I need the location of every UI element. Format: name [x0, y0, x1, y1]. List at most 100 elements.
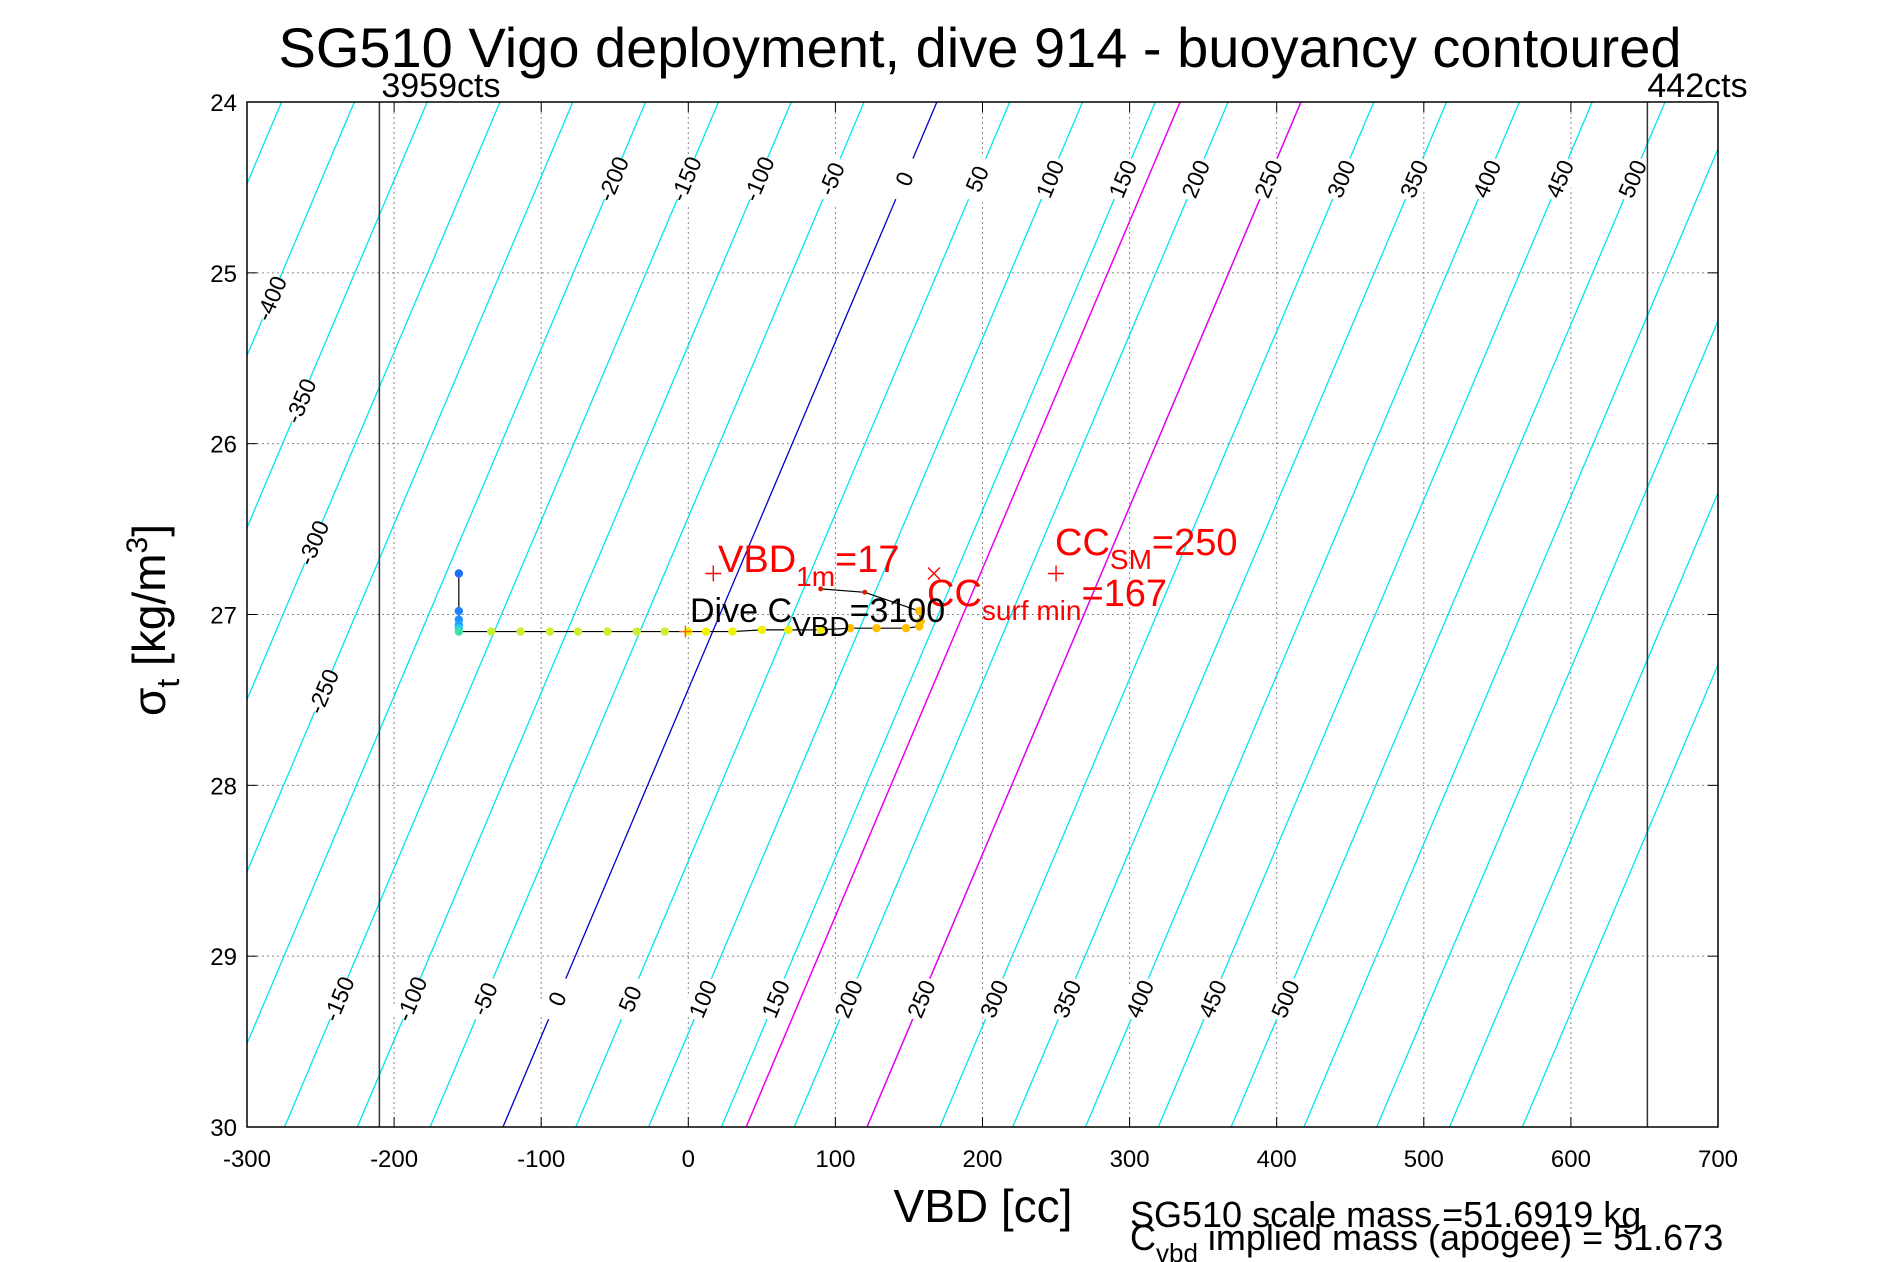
y-tick-label: 26 [210, 432, 237, 459]
x-tick-label: 500 [1404, 1146, 1444, 1173]
vbd-1m-main: VBD [718, 539, 796, 581]
contour-label-bg [535, 973, 579, 1025]
vbd-1m-value: =17 [835, 539, 899, 581]
contour-line [939, 102, 1375, 1127]
y-axis-label-main: σ [123, 688, 175, 716]
contour-label-bg [810, 153, 854, 205]
dive-profile-point [784, 625, 793, 635]
cc-sm-label: CCSM=250 [1055, 522, 1237, 575]
cc-sm-sub: SM [1110, 544, 1152, 575]
contour-line [247, 102, 501, 702]
dive-profile-point [660, 627, 669, 636]
contour-line [1084, 102, 1521, 1127]
dive-profile-point [916, 617, 925, 626]
x-tick-label: -200 [370, 1146, 418, 1173]
x-axis-ticks: -300 -200 -100 0 100 200 300 400 500 600 700 [223, 102, 1738, 1173]
contour-line [1012, 102, 1448, 1127]
dive-profile-point [454, 569, 464, 578]
implied-mass-note: Cvbd implied mass (apogee) = 51.673 [1130, 1217, 1723, 1262]
contour-line [247, 102, 647, 1046]
implied-mass-rest: implied mass (apogee) = 51.673 [1198, 1217, 1723, 1258]
dive-profile-point [728, 627, 737, 636]
contour-line [356, 102, 792, 1127]
contour-label-bg [1319, 153, 1363, 205]
dive-c-vbd-sub: VBD [792, 611, 850, 642]
y-axis-label-unit-end: ] [123, 524, 175, 537]
vbd-1m-sub: 1m [796, 561, 835, 592]
dive-c-vbd-label: Dive CVBD=3100 [690, 592, 945, 642]
dive-profile-point [816, 625, 825, 635]
dive-profile-point [818, 586, 824, 592]
y-axis-ticks: 24 25 26 27 28 29 30 [210, 90, 1718, 1142]
contour-label-bg [1174, 153, 1218, 205]
chart-title: SG510 Vigo deployment, dive 914 - buoyan… [278, 16, 1681, 79]
contour-line [502, 102, 938, 1127]
dive-profile-point [872, 623, 881, 633]
scale-mass-note: SG510 scale mass =51.6919 kg [1130, 1194, 1641, 1235]
dive-profile-point [757, 625, 767, 635]
x-axis-label: VBD [cc] [894, 1180, 1073, 1232]
dive-profile-point [701, 627, 711, 636]
contour-line-highlight [745, 102, 1181, 1127]
limit-label: 3959cts [381, 67, 500, 105]
contour-line [429, 102, 865, 1127]
x-tick-label: 300 [1110, 1146, 1150, 1173]
contour-label-bg [826, 973, 870, 1025]
dive-profile-point [901, 623, 911, 633]
dive-profile-point [454, 606, 464, 616]
cc-sm-main: CC [1055, 522, 1110, 564]
dive-profile-point [915, 606, 924, 616]
contour-label-bg [737, 153, 781, 205]
contour-line [283, 102, 720, 1127]
x-tick-label: -300 [223, 1146, 271, 1173]
contour-label-bg [899, 973, 943, 1025]
dive-c-vbd-main: Dive C [690, 592, 792, 630]
contour-line [247, 102, 355, 358]
vbd-limit-lines: 3959cts 442cts [378, 67, 1748, 1127]
cc-surf-min-label: CCsurf min=167 [927, 573, 1167, 626]
contour-line-highlight [866, 102, 1302, 1127]
vbd-1m-label: VBD1m=17 [718, 539, 900, 592]
x-tick-label: 700 [1698, 1146, 1738, 1173]
dive-profile-point [862, 589, 868, 595]
dive-profile-point [486, 627, 496, 636]
cc-surf-min-value: =167 [1081, 573, 1167, 615]
y-tick-label: 29 [210, 944, 237, 971]
y-axis-label: σt [kg/m3] [121, 524, 186, 716]
contour-label-bg [608, 973, 652, 1025]
contour-label-bg [1246, 153, 1290, 205]
contour-label-bg [681, 973, 725, 1025]
contour-label-bg [664, 153, 708, 205]
dive-profile-point [632, 627, 642, 636]
contour-label-bg [955, 153, 999, 205]
contour-line [575, 102, 1011, 1127]
contour-label-bg [390, 973, 434, 1025]
x-tick-label: 100 [815, 1146, 855, 1173]
contour-label-bg [317, 973, 361, 1025]
contour-label-bg [1191, 973, 1234, 1025]
contour-label-bg [754, 973, 798, 1025]
dive-profile-point [516, 627, 525, 636]
contour-line [0, 102, 136, 1127]
contour-label-bg [291, 517, 335, 569]
y-tick-label: 30 [210, 1115, 237, 1142]
contour-line [1376, 319, 1718, 1127]
dive-c-vbd-value: =3100 [850, 592, 946, 630]
contour-line [247, 102, 574, 874]
implied-mass-c: C [1130, 1217, 1156, 1258]
contour-line [647, 102, 1084, 1127]
dive-profile-point [545, 627, 555, 636]
y-tick-label: 28 [210, 773, 237, 800]
limit-label: 442cts [1647, 67, 1747, 105]
cc-surf-min-main: CC [927, 573, 982, 615]
y-axis-label-sub: t [150, 679, 186, 688]
dive-profile-point [454, 627, 464, 636]
contour-label-bg [1538, 153, 1582, 205]
y-axis-label-unit-sup: 3 [121, 537, 154, 554]
x-tick-label: 0 [682, 1146, 695, 1173]
cc-surf-min-marker [927, 567, 941, 580]
x-tick-label: 400 [1257, 1146, 1297, 1173]
x-tick-label: 200 [962, 1146, 1002, 1173]
contour-line [793, 102, 1229, 1127]
